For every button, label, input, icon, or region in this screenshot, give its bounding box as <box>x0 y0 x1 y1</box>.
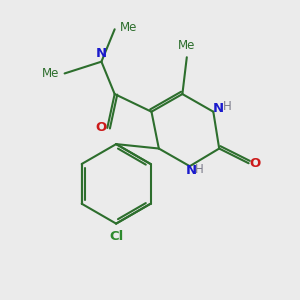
Text: O: O <box>95 122 106 134</box>
Text: Me: Me <box>42 67 59 80</box>
Text: H: H <box>195 163 203 176</box>
Text: Me: Me <box>120 21 137 34</box>
Text: N: N <box>185 164 197 176</box>
Text: O: O <box>250 157 261 170</box>
Text: N: N <box>96 47 107 60</box>
Text: H: H <box>223 100 232 113</box>
Text: N: N <box>213 102 224 115</box>
Text: Cl: Cl <box>109 230 123 243</box>
Text: Me: Me <box>178 39 196 52</box>
